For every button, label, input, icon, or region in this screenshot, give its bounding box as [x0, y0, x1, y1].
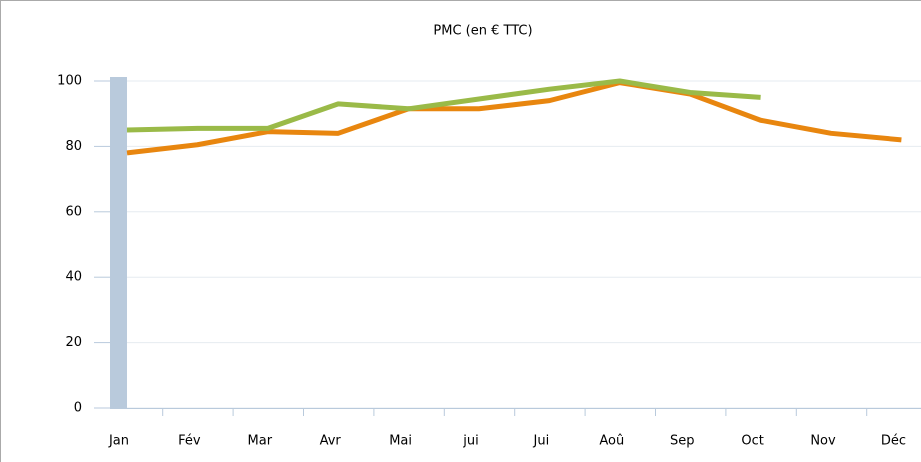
x-tick-label: Nov — [810, 434, 836, 449]
x-tick-label: Aoû — [599, 434, 624, 449]
x-tick-label: jui — [462, 434, 478, 449]
y-tick-label: 40 — [65, 270, 82, 285]
x-tick-label: Oct — [741, 434, 763, 449]
x-tick-label: Fév — [178, 434, 201, 449]
chart-title: PMC (en € TTC) — [433, 24, 532, 39]
x-tick-label: Jui — [533, 434, 550, 449]
x-tick-label: Sep — [670, 434, 695, 449]
y-tick-label: 80 — [65, 139, 82, 154]
y-tick-label: 100 — [57, 74, 82, 89]
y-tick-label: 20 — [65, 335, 82, 350]
x-tick-label: Déc — [881, 434, 906, 449]
line-series — [126, 78, 761, 133]
x-tick-label: Jan — [108, 434, 129, 449]
y-tick-label: 0 — [74, 401, 82, 416]
y-tick-label: 60 — [65, 204, 82, 219]
line-series — [126, 80, 902, 156]
x-tick-label: Mar — [248, 434, 273, 449]
highlight-band — [110, 77, 127, 408]
x-tick-label: Avr — [320, 434, 342, 449]
x-tick-label: Mai — [389, 434, 412, 449]
